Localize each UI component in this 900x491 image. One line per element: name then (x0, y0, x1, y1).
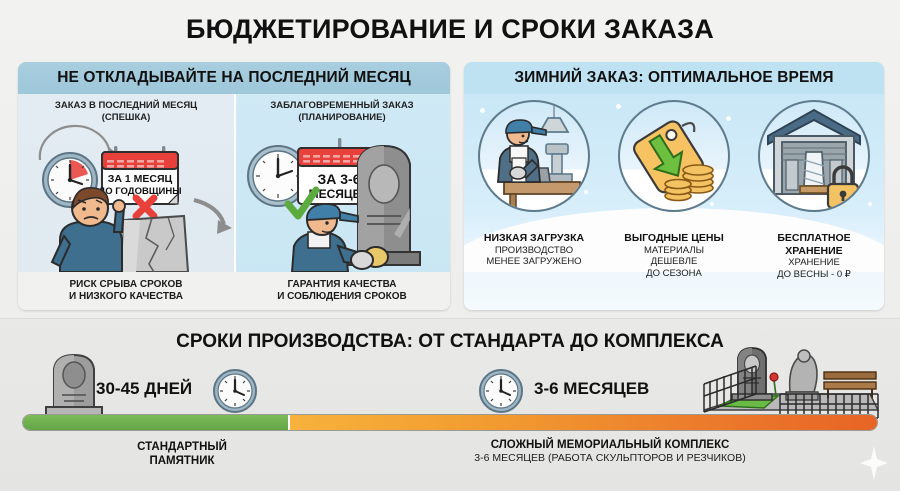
snowflake-icon (480, 108, 485, 113)
benefit-headline-second: ХРАНЕНИЕ (785, 244, 843, 257)
benefit-line: МЕНЕЕ ЗАГРУЖЕНО (486, 256, 582, 267)
panel-left-body: ЗАКАЗ В ПОСЛЕДНИЙ МЕСЯЦ (СПЕШКА) (18, 94, 450, 310)
production-timeline-bar (22, 414, 878, 431)
sparkle-icon (860, 446, 888, 480)
planned-order-scene: ЗА 3-6 МЕСЯЦЕВ (234, 124, 450, 273)
planned-calendar-line2: МЕСЯЦЕВ (309, 187, 370, 201)
benefit-line: МАТЕРИАЛЫ (643, 244, 704, 256)
benefit-circles (464, 100, 884, 222)
panel-right-header: ЗИМНИЙ ЗАКАЗ: ОПТИМАЛЬНОЕ ВРЕМЯ (464, 62, 884, 94)
cross-icon (132, 194, 158, 220)
rush-order-caption: РИСК СРЫВА СРОКОВ И НИЗКОГО КАЧЕСТВА (18, 272, 234, 310)
planned-order-subtitle-line1: ЗАБЛАГОВРЕМЕННЫЙ ЗАКАЗ (270, 100, 414, 111)
benefit-line: ПРОИЗВОДСТВО (494, 244, 574, 256)
worker-polishing-icon (290, 203, 389, 273)
standard-monument-icon (45, 353, 103, 417)
planned-order-subtitle-line2: (ПЛАНИРОВАНИЕ) (298, 111, 386, 123)
arrow-right-icon (193, 198, 232, 234)
rush-calendar-line1: ЗА 1 МЕСЯЦ (108, 173, 173, 185)
standard-caption-line1: СТАНДАРТНЫЙ (137, 441, 227, 453)
benefit-caption-free-storage: БЕСПЛАТНОЕ ХРАНЕНИЕ ХРАНЕНИЕ ДО ВЕСНЫ - … (744, 230, 884, 308)
timeline-caption-standard: СТАНДАРТНЫЙ ПАМЯТНИК (62, 440, 302, 468)
price-tag-discount-icon (618, 100, 730, 212)
benefit-headline: БЕСПЛАТНОЕ (777, 232, 851, 244)
memorial-complex-icon (703, 347, 880, 419)
benefit-line: ДО ВЕСНЫ - 0 ₽ (777, 268, 851, 280)
panel-left-divider (234, 94, 236, 272)
panel-right-body: НИЗКАЯ ЗАГРУЗКА ПРОИЗВОДСТВО МЕНЕЕ ЗАГРУ… (464, 94, 884, 310)
page-title: БЮДЖЕТИРОВАНИЕ И СРОКИ ЗАКАЗА (186, 14, 714, 44)
benefit-headline: ВЫГОДНЫЕ ЦЕНЫ (624, 232, 724, 244)
panel-left-header: НЕ ОТКЛАДЫВАЙТЕ НА ПОСЛЕДНИЙ МЕСЯЦ (18, 62, 450, 94)
warehouse-lock-icon (758, 100, 870, 212)
rush-order-subtitle-line2: (СПЕШКА) (101, 111, 151, 123)
benefit-caption-better-prices: ВЫГОДНЫЕ ЦЕНЫ МАТЕРИАЛЫ ДЕШЕВЛЕ ДО СЕЗОН… (604, 230, 744, 308)
benefit-captions: НИЗКАЯ ЗАГРУЗКА ПРОИЗВОДСТВО МЕНЕЕ ЗАГРУ… (464, 230, 884, 308)
stonemason-worker-icon (478, 100, 590, 212)
benefit-line: ХРАНЕНИЕ (788, 257, 840, 268)
panel-winter-order: ЗИМНИЙ ЗАКАЗ: ОПТИМАЛЬНОЕ ВРЕМЯ (464, 62, 884, 310)
complex-caption-headline: СЛОЖНЫЙ МЕМОРИАЛЬНЫЙ КОМПЛЕКС (490, 439, 730, 451)
rush-calendar-line2: ДО ГОДОВЩИНЫ (98, 186, 181, 197)
rush-caption-line1: РИСК СРЫВА СРОКОВ (69, 279, 183, 290)
planned-order-subtitle: ЗАБЛАГОВРЕМЕННЫЙ ЗАКАЗ (ПЛАНИРОВАНИЕ) (234, 94, 450, 123)
planned-caption-line2: И СОБЛЮДЕНИЯ СРОКОВ (277, 291, 407, 302)
monument-icon (347, 144, 421, 266)
rush-caption-line2: И НИЗКОГО КАЧЕСТВА (69, 291, 183, 302)
snowflake-icon (868, 202, 872, 206)
complex-caption-sub: 3-6 МЕСЯЦЕВ (РАБОТА СКУЛЬПТОРОВ И РЕЗЧИК… (474, 452, 746, 464)
clock-icon-right (479, 369, 523, 413)
timeline-bar-standard-segment (23, 415, 288, 430)
stressed-man-icon (50, 187, 126, 273)
cracked-stone-icon (120, 214, 190, 273)
rush-order-scene: ЗА 1 МЕСЯЦ ДО ГОДОВЩИНЫ (18, 124, 234, 273)
rush-order-subtitle: ЗАКАЗ В ПОСЛЕДНИЙ МЕСЯЦ (СПЕШКА) (18, 94, 234, 123)
snowflake-icon (616, 104, 621, 109)
snowflake-icon (710, 202, 714, 206)
planned-order-illustration: ЗА 3-6 МЕСЯЦЕВ (247, 138, 421, 273)
snowflake-icon (726, 116, 731, 121)
timeline-bar-complex-segment (287, 415, 877, 430)
benefit-headline: НИЗКАЯ ЗАГРУЗКА (483, 232, 585, 244)
column-rush-order: ЗАКАЗ В ПОСЛЕДНИЙ МЕСЯЦ (СПЕШКА) (18, 94, 234, 310)
planned-calendar-line1: ЗА 3-6 (317, 171, 360, 187)
clock-icon-left (213, 369, 257, 413)
timeline-right-duration: 3-6 МЕСЯЦЕВ (534, 379, 650, 398)
benefit-caption-low-workload: НИЗКАЯ ЗАГРУЗКА ПРОИЗВОДСТВО МЕНЕЕ ЗАГРУ… (464, 230, 604, 308)
rush-order-subtitle-line1: ЗАКАЗ В ПОСЛЕДНИЙ МЕСЯЦ (54, 100, 198, 111)
timeline-bar-divider (287, 415, 290, 430)
timeline-caption-complex: СЛОЖНЫЙ МЕМОРИАЛЬНЫЙ КОМПЛЕКС 3-6 МЕСЯЦЕ… (400, 438, 820, 465)
benefit-line: ДЕШЕВЛЕ (650, 256, 698, 267)
rush-order-illustration: ЗА 1 МЕСЯЦ ДО ГОДОВЩИНЫ (38, 124, 232, 273)
planned-caption-line1: ГАРАНТИЯ КАЧЕСТВА (287, 279, 397, 290)
coins-icon (664, 164, 714, 202)
standard-caption-line2: ПАМЯТНИК (149, 455, 215, 467)
timeline-left-duration: 30-45 ДНЕЙ (96, 379, 193, 398)
planned-order-caption: ГАРАНТИЯ КАЧЕСТВА И СОБЛЮДЕНИЯ СРОКОВ (234, 272, 450, 310)
timeline-title: СРОКИ ПРОИЗВОДСТВА: ОТ СТАНДАРТА ДО КОМП… (176, 331, 724, 352)
arrow-down-icon (648, 133, 684, 177)
check-icon (284, 186, 320, 220)
snowflake-icon (584, 190, 588, 194)
panel-dont-delay: НЕ ОТКЛАДЫВАЙТЕ НА ПОСЛЕДНИЙ МЕСЯЦ ЗАКАЗ… (18, 62, 450, 310)
column-planned-order: ЗАБЛАГОВРЕМЕННЫЙ ЗАКАЗ (ПЛАНИРОВАНИЕ) (234, 94, 450, 310)
benefit-line: ДО СЕЗОНА (646, 267, 702, 279)
